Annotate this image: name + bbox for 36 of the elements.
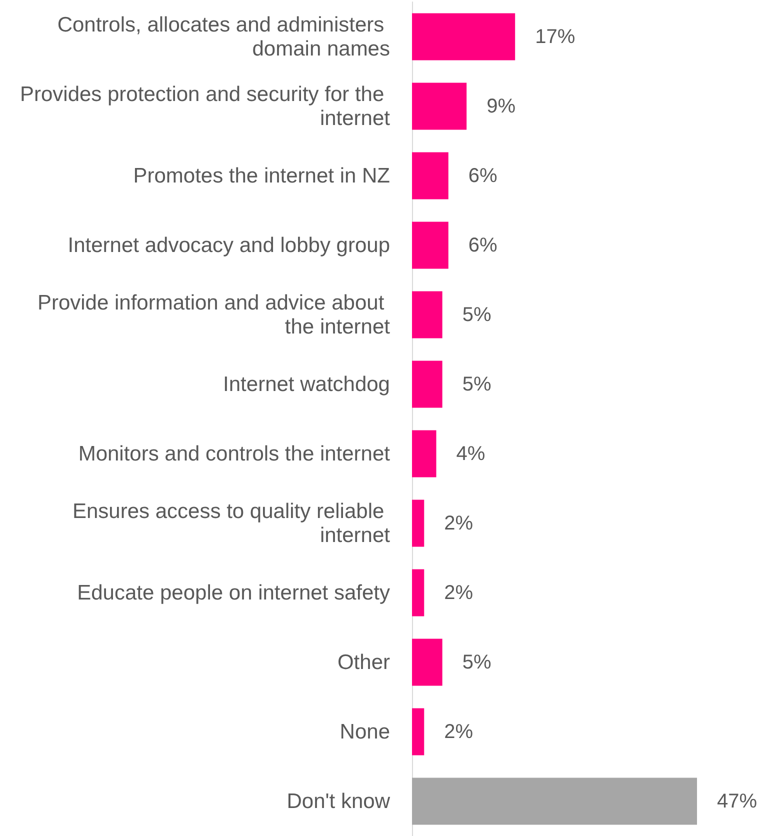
- y-tick-label: Don't know: [286, 790, 391, 813]
- y-tick-label: None: [340, 720, 390, 744]
- y-tick-label: Promotes the internet in NZ: [133, 164, 390, 188]
- bar: [412, 778, 697, 825]
- bar: [412, 360, 442, 408]
- y-tick-label: Educate people on internet safety: [77, 581, 390, 604]
- y-tick-label: Monitors and controls the internet: [78, 442, 390, 466]
- bar: [412, 222, 448, 269]
- y-tick-label: Provides protection and security for the internet: [20, 82, 390, 130]
- data-label: 9%: [486, 95, 516, 118]
- data-label: 2%: [444, 582, 474, 604]
- data-label: 17%: [535, 26, 576, 48]
- y-tick-label: Internet advocacy and lobby group: [68, 234, 390, 257]
- data-label: 5%: [462, 304, 492, 326]
- data-label: 6%: [468, 234, 498, 256]
- data-label: 2%: [444, 512, 474, 534]
- y-tick-label: Internet watchdog: [223, 372, 390, 396]
- data-label: 4%: [456, 442, 486, 465]
- bar: [412, 638, 442, 686]
- data-label: 47%: [717, 790, 758, 812]
- y-tick-label: Provide information and advice about the internet: [37, 291, 390, 338]
- bar: [412, 500, 424, 547]
- data-label: 6%: [468, 164, 498, 187]
- data-label: 2%: [444, 720, 474, 743]
- bar: [412, 13, 516, 60]
- y-tick-label: Controls, allocates and administers domain names: [57, 13, 390, 60]
- bar: [412, 152, 448, 200]
- bar: [412, 82, 467, 130]
- bar: [412, 708, 424, 756]
- y-tick-label: Ensures access to quality reliable internet: [72, 500, 390, 547]
- bar: [412, 569, 424, 616]
- data-label: 5%: [462, 651, 492, 674]
- data-label: 5%: [462, 373, 492, 396]
- bar: [412, 291, 442, 338]
- bar: [412, 430, 436, 478]
- y-tick-label: Other: [337, 650, 390, 674]
